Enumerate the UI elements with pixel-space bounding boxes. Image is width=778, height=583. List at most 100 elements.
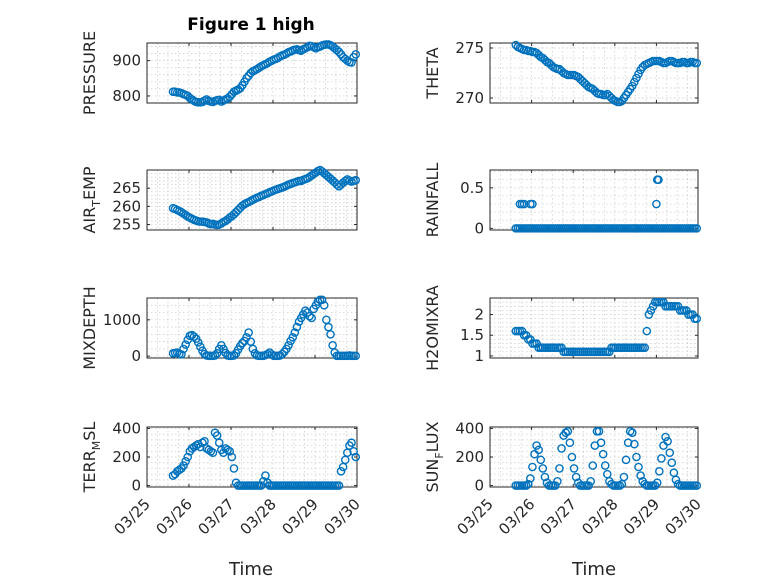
data-point (692, 224, 702, 233)
data-point (615, 481, 625, 490)
y-tick-label: 800 (112, 87, 141, 105)
data-point (351, 452, 361, 462)
data-point (692, 481, 702, 490)
x-tick-label: 03/29 (620, 495, 663, 538)
data-point (588, 461, 598, 470)
data-point (519, 199, 529, 209)
data-point (181, 210, 190, 220)
data-point (198, 438, 207, 448)
data-point (351, 351, 361, 361)
data-point (665, 448, 675, 458)
data-point (177, 350, 186, 359)
data-point (225, 92, 235, 101)
data-point (636, 471, 645, 480)
data-point (652, 478, 662, 488)
panel-rainfall: 0 0.5 RAINFALL (423, 163, 702, 237)
data-point (528, 199, 537, 209)
data-point (334, 481, 344, 490)
data-point (646, 306, 656, 315)
series-pressure (168, 40, 361, 107)
series-mixdepth (168, 295, 361, 361)
series-air-temp (168, 165, 361, 230)
data-point (642, 326, 652, 336)
panel-h2omixra: 1 1.5 2 H2OMIXRA (423, 285, 702, 371)
data-point (580, 78, 589, 88)
series-terr-msl (168, 428, 361, 490)
data-point (623, 438, 633, 448)
axes-frame (146, 169, 358, 231)
data-point (303, 42, 312, 52)
series-rainfall (511, 175, 702, 233)
data-point (301, 306, 310, 316)
data-point (217, 219, 226, 228)
data-point (578, 76, 587, 86)
axes-frame (489, 297, 699, 359)
data-point (534, 445, 543, 455)
data-point (238, 201, 247, 210)
data-point (227, 452, 237, 462)
y-tick-label: 0 (131, 477, 141, 495)
data-point (563, 426, 573, 436)
data-point (565, 438, 575, 448)
data-point (692, 58, 702, 68)
data-point (340, 455, 350, 465)
y-tick-label: 0 (131, 347, 141, 365)
data-point (584, 481, 593, 490)
data-point (523, 479, 533, 489)
data-point (351, 49, 361, 59)
data-point (208, 448, 218, 458)
x-tick-label: 03/30 (321, 495, 364, 538)
data-point (181, 340, 190, 349)
y-tick-label: 1000 (103, 311, 141, 329)
y-tick-label: 0 (474, 477, 484, 495)
data-point (644, 310, 654, 319)
y-tick-label: 400 (112, 419, 141, 437)
series-theta (511, 40, 702, 107)
axes-frame (146, 297, 358, 359)
data-point (632, 452, 641, 462)
y-tick-label: 270 (455, 89, 484, 107)
data-point (307, 313, 316, 323)
data-point (661, 432, 670, 442)
data-point (621, 455, 631, 465)
data-point (521, 481, 531, 490)
y-tick-label: 200 (455, 448, 484, 466)
data-point (296, 46, 306, 56)
data-point (553, 476, 562, 486)
y-tick-label: 1.5 (460, 326, 484, 344)
x-tick-label: 03/26 (495, 495, 538, 538)
y-axis-label: THETA (423, 47, 442, 99)
data-point (634, 462, 643, 472)
data-point (347, 438, 356, 448)
x-tick-label: 03/28 (578, 495, 621, 538)
y-tick-label: 0.5 (460, 179, 484, 197)
data-point (229, 464, 239, 473)
data-point (313, 297, 323, 306)
data-point (288, 332, 298, 342)
data-point (183, 452, 193, 462)
y-tick-label: 1 (474, 347, 484, 365)
y-axis-label: AIRTEMP (80, 166, 103, 233)
data-point (284, 340, 293, 350)
data-point (600, 461, 610, 470)
data-point (619, 472, 629, 482)
x-tick-label: 03/26 (153, 495, 196, 538)
data-point (692, 314, 702, 323)
data-point (263, 58, 272, 68)
data-point (343, 56, 352, 65)
data-point (586, 476, 595, 486)
data-point (292, 322, 302, 332)
axes-frame (146, 42, 358, 104)
data-point (198, 97, 207, 107)
series-sun-flux (511, 426, 702, 490)
data-point (663, 436, 672, 446)
x-tick-label: 03/28 (237, 495, 280, 538)
data-point (254, 63, 264, 73)
y-tick-label: 255 (112, 216, 141, 234)
data-point (557, 444, 566, 453)
y-axis-label: H2OMIXRA (423, 285, 442, 371)
y-tick-label: 260 (112, 197, 141, 215)
data-point (551, 481, 560, 490)
